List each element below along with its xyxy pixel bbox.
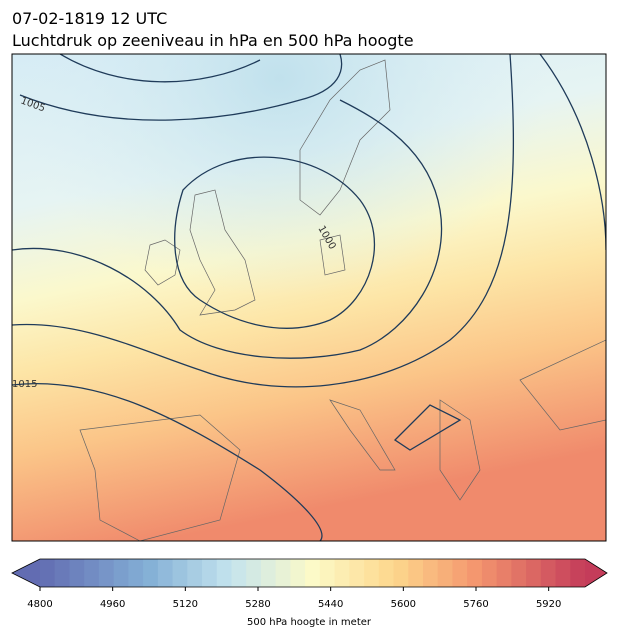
colorbar-swatch: [84, 559, 100, 587]
colorbar-swatch: [113, 559, 129, 587]
colorbar-swatch: [526, 559, 542, 587]
colorbar-tick-label: 5760: [463, 599, 488, 610]
colorbar-swatch: [157, 559, 174, 587]
colorbar-swatch: [202, 559, 218, 587]
colorbar-swatch: [231, 559, 247, 587]
colorbar-swatch: [496, 559, 512, 587]
colorbar-swatch: [437, 559, 453, 587]
colorbar-swatch: [481, 559, 498, 587]
subtitle: Luchtdruk op zeeniveau in hPa en 500 hPa…: [12, 31, 414, 50]
colorbar-tick-label: 5600: [391, 599, 416, 610]
colorbar-swatch: [187, 559, 203, 587]
colorbar-label: 500 hPa hoogte in meter: [247, 617, 372, 628]
colorbar-swatch: [540, 559, 557, 587]
colorbar-extend-high: [585, 559, 607, 587]
colorbar-swatch: [246, 559, 262, 587]
colorbar-swatch: [349, 559, 365, 587]
colorbar-swatch: [260, 559, 277, 587]
colorbar-swatch: [555, 559, 571, 587]
colorbar-swatch: [54, 559, 70, 587]
colorbar-swatch: [408, 559, 424, 587]
colorbar-swatch: [290, 559, 306, 587]
colorbar-tick-label: 4800: [27, 599, 52, 610]
title: 07-02-1819 12 UTC: [12, 9, 167, 28]
colorbar: 4800 4960 5120 5280 5440 5600 5760 5920: [11, 558, 608, 610]
colorbar-swatch: [319, 559, 336, 587]
colorbar-swatch: [511, 559, 527, 587]
colorbar-swatch: [69, 559, 85, 587]
colorbar-swatch: [128, 559, 144, 587]
colorbar-swatch: [422, 559, 439, 587]
colorbar-swatch: [275, 559, 291, 587]
colorbar-swatch: [452, 559, 468, 587]
colorbar-swatch: [364, 559, 380, 587]
colorbar-swatch: [334, 559, 350, 587]
colorbar-swatch: [378, 559, 395, 587]
colorbar-swatch: [305, 559, 321, 587]
colorbar-swatch: [570, 559, 586, 587]
colorbar-tick-label: 5280: [245, 599, 270, 610]
colorbar-swatch: [98, 559, 115, 587]
colorbar-swatch: [172, 559, 188, 587]
map: 1005 1000 1015: [12, 54, 606, 541]
colorbar-swatch: [393, 559, 409, 587]
colorbar-tick-label: 5920: [536, 599, 561, 610]
isobars: [12, 54, 606, 541]
colorbar-swatch: [216, 559, 232, 587]
colorbar-swatch: [143, 559, 159, 587]
colorbar-tick-label: 5440: [318, 599, 343, 610]
map-frame: [11, 53, 607, 542]
coastlines: [79, 59, 606, 541]
colorbar-swatch: [40, 559, 56, 587]
colorbar-extend-low: [12, 559, 40, 587]
colorbar-frame: [11, 558, 608, 588]
isobar-label: 1015: [12, 379, 37, 390]
height-field-low: [12, 54, 606, 541]
colorbar-swatch: [467, 559, 483, 587]
colorbar-tick-label: 4960: [100, 599, 125, 610]
colorbar-tick-label: 5120: [173, 599, 198, 610]
